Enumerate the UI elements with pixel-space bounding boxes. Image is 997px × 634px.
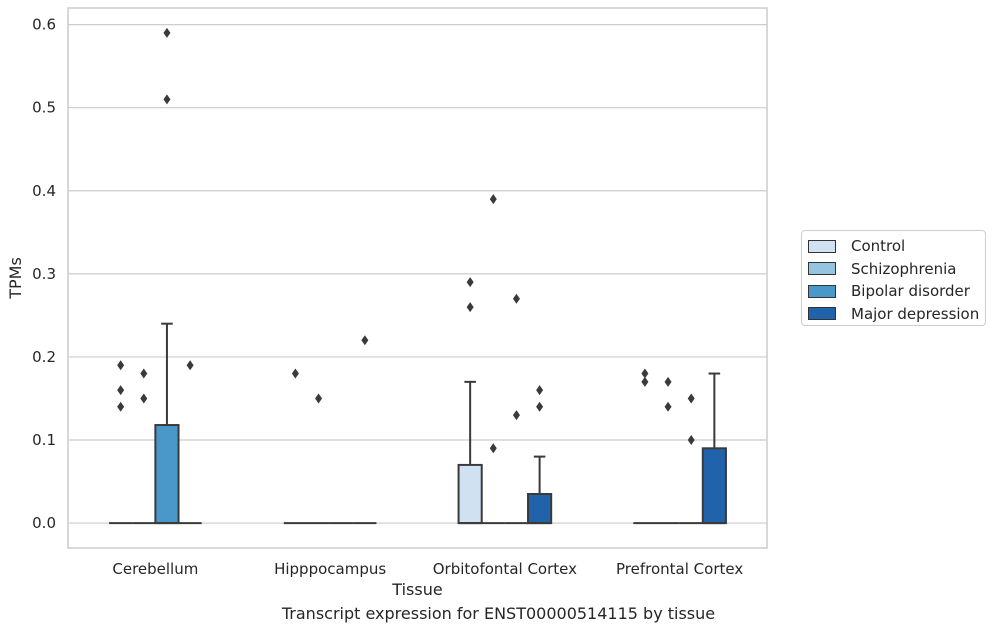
y-tick-label: 0.2 [32, 348, 56, 366]
outlier-point [163, 27, 171, 38]
legend-label: Control [851, 237, 906, 256]
outlier-point [315, 393, 323, 404]
outlier-point [489, 194, 497, 205]
box [527, 493, 553, 525]
legend-swatch [808, 307, 836, 321]
legend-item: Control [808, 235, 985, 258]
outlier-point [117, 360, 125, 371]
box [701, 447, 727, 525]
x-tick-label: Prefrontal Cortex [616, 560, 743, 578]
outlier-point [664, 376, 672, 387]
outlier-point [687, 435, 695, 445]
legend-item: Schizophrenia [808, 258, 985, 281]
outlier-point [291, 368, 299, 379]
outlier-point [641, 368, 649, 379]
outlier-point [186, 360, 194, 371]
x-tick-label: Cerebellum [112, 560, 198, 578]
y-tick-label: 0.4 [32, 182, 56, 200]
legend-swatch [808, 262, 836, 276]
legend-item: Major depression [808, 303, 985, 326]
outlier-point [641, 376, 649, 387]
y-tick-label: 0.0 [32, 514, 56, 532]
legend: Control Schizophrenia Bipolar disorder Majo… [801, 230, 986, 326]
legend-swatch [808, 284, 836, 298]
legend-item: Bipolar disorder [808, 280, 985, 303]
box [457, 463, 483, 525]
plot-frame [67, 7, 768, 549]
legend-label: Major depression [851, 304, 980, 323]
box [154, 424, 180, 525]
outlier-point [140, 368, 148, 379]
legend-label: Bipolar disorder [851, 282, 970, 301]
outlier-point [489, 443, 497, 454]
legend-swatch [808, 239, 836, 253]
outlier-point [140, 393, 148, 404]
outlier-point [536, 401, 544, 412]
outlier-point [117, 401, 125, 412]
legend-label: Schizophrenia [851, 259, 957, 278]
outlier-point [536, 385, 544, 396]
chart-caption: Transcript expression for ENST0000051411… [281, 604, 716, 623]
y-tick-label: 0.1 [32, 431, 56, 449]
outlier-point [512, 293, 520, 304]
y-axis-label: TPMs [6, 257, 25, 300]
outlier-point [466, 302, 474, 313]
outlier-point [512, 410, 520, 421]
y-tick-label: 0.5 [32, 99, 56, 117]
outlier-point [117, 385, 125, 396]
outlier-point [466, 277, 474, 288]
x-axis-label: Tissue [391, 580, 442, 599]
outlier-point [687, 393, 695, 404]
outlier-point [664, 401, 672, 412]
y-tick-label: 0.3 [32, 265, 56, 283]
outlier-point [163, 94, 171, 105]
x-tick-label: Hipppocampus [274, 560, 386, 578]
x-tick-label: Orbitofontal Cortex [433, 560, 577, 578]
y-tick-label: 0.6 [32, 16, 56, 34]
outlier-point [361, 335, 369, 346]
